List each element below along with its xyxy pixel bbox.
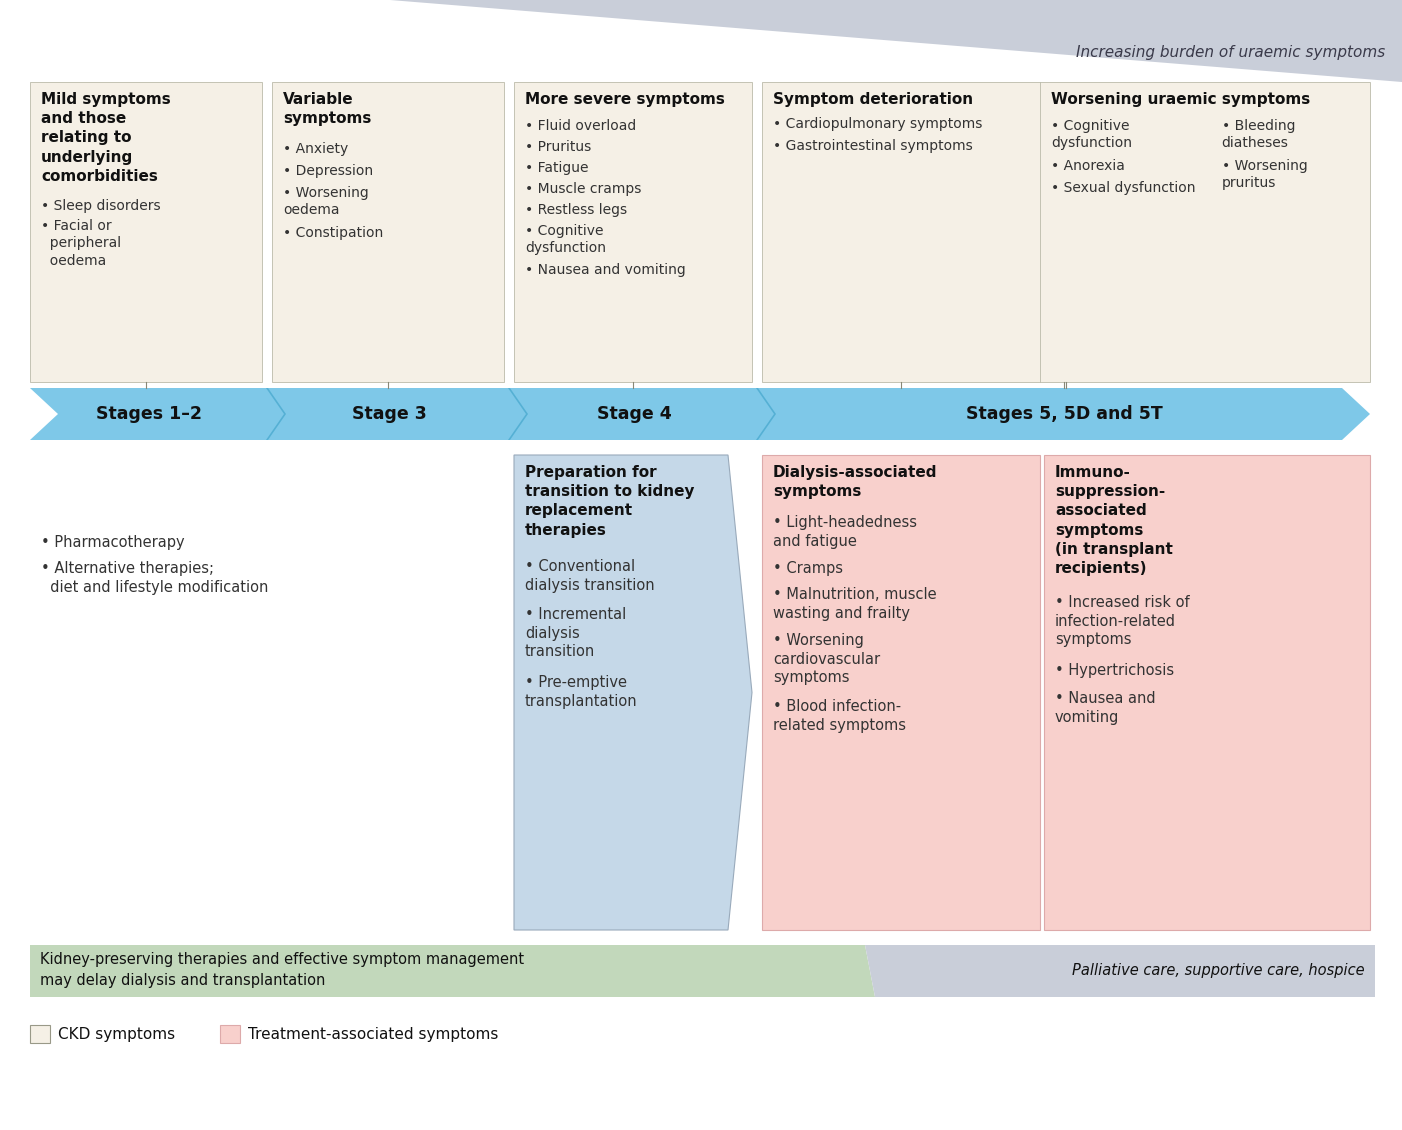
Text: • Bleeding
diatheses: • Bleeding diatheses	[1221, 119, 1295, 150]
Text: • Alternative therapies;
  diet and lifestyle modification: • Alternative therapies; diet and lifest…	[41, 560, 268, 596]
Text: • Cardiopulmonary symptoms: • Cardiopulmonary symptoms	[773, 118, 983, 131]
Text: • Cognitive
dysfunction: • Cognitive dysfunction	[1052, 119, 1131, 150]
Polygon shape	[515, 455, 751, 930]
Text: • Gastrointestinal symptoms: • Gastrointestinal symptoms	[773, 139, 973, 153]
Text: Stage 4: Stage 4	[597, 405, 672, 423]
Text: CKD symptoms: CKD symptoms	[57, 1026, 175, 1042]
Text: Mild symptoms
and those
relating to
underlying
comorbidities: Mild symptoms and those relating to unde…	[41, 92, 171, 184]
Text: • Conventional
dialysis transition: • Conventional dialysis transition	[524, 559, 655, 592]
Text: • Sleep disorders: • Sleep disorders	[41, 199, 161, 212]
FancyBboxPatch shape	[272, 82, 503, 382]
Text: Worsening uraemic symptoms: Worsening uraemic symptoms	[1052, 92, 1311, 107]
Text: Increasing burden of uraemic symptoms: Increasing burden of uraemic symptoms	[1075, 44, 1385, 60]
Text: • Sexual dysfunction: • Sexual dysfunction	[1052, 181, 1196, 195]
FancyBboxPatch shape	[763, 82, 1370, 382]
Text: Symptom deterioration: Symptom deterioration	[773, 92, 973, 107]
Polygon shape	[865, 945, 1375, 997]
Text: • Nausea and vomiting: • Nausea and vomiting	[524, 263, 686, 277]
Text: • Increased risk of
infection-related
symptoms: • Increased risk of infection-related sy…	[1054, 596, 1190, 647]
Text: Dialysis-associated
symptoms: Dialysis-associated symptoms	[773, 466, 938, 499]
Text: • Fluid overload: • Fluid overload	[524, 119, 637, 133]
Polygon shape	[390, 0, 1402, 82]
Text: Stages 1–2: Stages 1–2	[95, 405, 202, 423]
FancyBboxPatch shape	[1044, 455, 1370, 930]
Polygon shape	[508, 388, 529, 440]
Polygon shape	[29, 388, 1370, 440]
Text: Variable
symptoms: Variable symptoms	[283, 92, 372, 127]
Text: • Cramps: • Cramps	[773, 560, 843, 576]
Text: • Worsening
pruritus: • Worsening pruritus	[1221, 159, 1307, 190]
FancyBboxPatch shape	[29, 82, 262, 382]
FancyBboxPatch shape	[220, 1025, 240, 1043]
Text: Kidney-preserving therapies and effective symptom management
may delay dialysis : Kidney-preserving therapies and effectiv…	[41, 951, 524, 988]
Text: More severe symptoms: More severe symptoms	[524, 92, 725, 107]
Text: • Restless legs: • Restless legs	[524, 203, 627, 217]
Text: • Nausea and
vomiting: • Nausea and vomiting	[1054, 692, 1155, 724]
Text: Palliative care, supportive care, hospice: Palliative care, supportive care, hospic…	[1073, 964, 1366, 979]
Text: • Incremental
dialysis
transition: • Incremental dialysis transition	[524, 607, 627, 659]
Text: • Anxiety: • Anxiety	[283, 142, 348, 156]
FancyBboxPatch shape	[515, 82, 751, 382]
Polygon shape	[29, 945, 875, 997]
Text: Treatment-associated symptoms: Treatment-associated symptoms	[248, 1026, 498, 1042]
Text: • Pruritus: • Pruritus	[524, 140, 592, 154]
Text: • Constipation: • Constipation	[283, 226, 383, 240]
FancyBboxPatch shape	[763, 455, 1040, 930]
Text: Preparation for
transition to kidney
replacement
therapies: Preparation for transition to kidney rep…	[524, 466, 694, 538]
Text: • Muscle cramps: • Muscle cramps	[524, 182, 641, 195]
Text: Stage 3: Stage 3	[352, 405, 426, 423]
Text: • Facial or
  peripheral
  oedema: • Facial or peripheral oedema	[41, 219, 121, 268]
Text: • Depression: • Depression	[283, 164, 373, 179]
Text: • Cognitive
dysfunction: • Cognitive dysfunction	[524, 224, 606, 255]
Text: • Anorexia: • Anorexia	[1052, 159, 1124, 173]
Text: • Hypertrichosis: • Hypertrichosis	[1054, 663, 1173, 678]
Text: Stages 5, 5D and 5T: Stages 5, 5D and 5T	[966, 405, 1162, 423]
Text: • Worsening
oedema: • Worsening oedema	[283, 186, 369, 217]
Text: • Blood infection-
related symptoms: • Blood infection- related symptoms	[773, 699, 906, 732]
Text: • Fatigue: • Fatigue	[524, 160, 589, 175]
FancyBboxPatch shape	[29, 1025, 50, 1043]
Text: • Malnutrition, muscle
wasting and frailty: • Malnutrition, muscle wasting and frail…	[773, 586, 937, 620]
Text: • Pre-emptive
transplantation: • Pre-emptive transplantation	[524, 675, 638, 709]
Polygon shape	[756, 388, 775, 440]
Polygon shape	[266, 388, 286, 440]
Text: • Light-headedness
and fatigue: • Light-headedness and fatigue	[773, 515, 917, 548]
Text: • Pharmacotherapy: • Pharmacotherapy	[41, 534, 185, 550]
Text: Immuno-
suppression-
associated
symptoms
(in transplant
recipients): Immuno- suppression- associated symptoms…	[1054, 466, 1173, 576]
Text: • Worsening
cardiovascular
symptoms: • Worsening cardiovascular symptoms	[773, 633, 880, 685]
